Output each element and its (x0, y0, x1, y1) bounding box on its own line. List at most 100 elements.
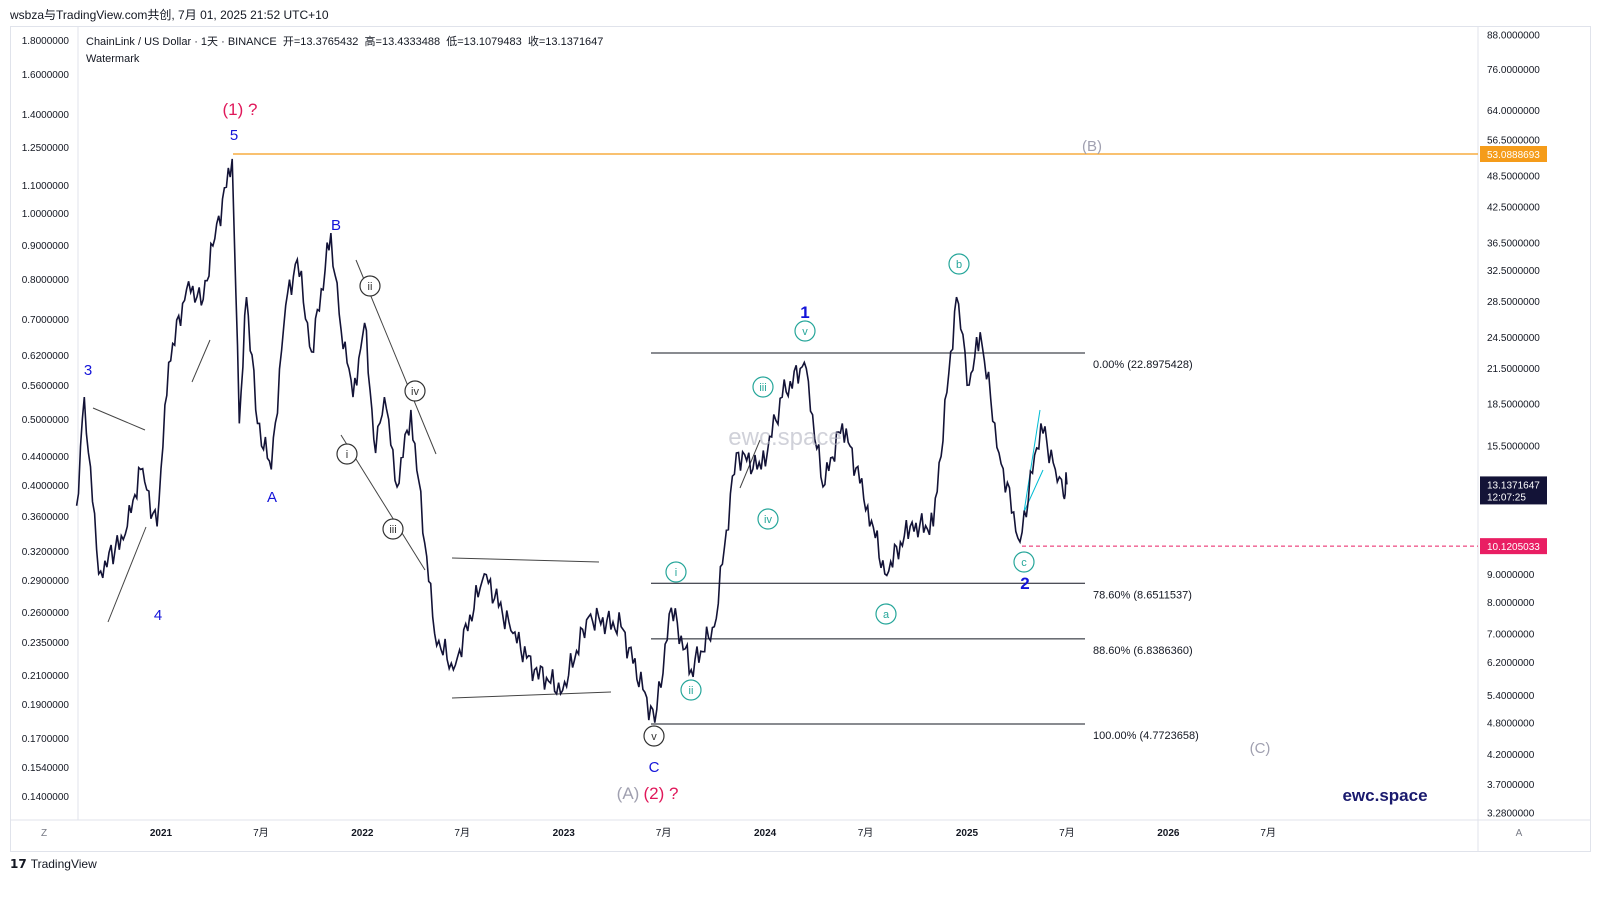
right-axis-tick-3: 56.5000000 (1487, 135, 1540, 146)
red-price-tag-text-0: 10.1205033 (1487, 542, 1540, 553)
trendline-0[interactable] (92, 407, 146, 431)
trendline-1[interactable] (107, 526, 147, 623)
wave-label-C: C (649, 759, 660, 776)
right-axis-tick-11: 18.5000000 (1487, 399, 1540, 410)
wave-black-v-circle (643, 725, 665, 747)
time-axis-tick-5: 7月 (656, 827, 672, 839)
legend-open: 开=13.3765432 (282, 36, 359, 48)
left-axis-tick-15: 0.3200000 (22, 547, 70, 558)
wave-teal-ii-circle (680, 679, 702, 701)
footer-brand-name: TradingView (30, 857, 97, 871)
left-axis-tick-23: 0.1400000 (22, 792, 70, 803)
left-axis-tick-11: 0.5000000 (22, 415, 70, 426)
chart-snapshot-caption: wsbza与TradingView.com共创, 7月 01, 2025 21:… (10, 8, 329, 22)
legend-watermark-label: Watermark (86, 53, 140, 65)
left-axis-tick-9: 0.6200000 (22, 351, 70, 362)
symbol-legend[interactable]: ChainLink / US Dollar · 1天 · BINANCE 开=1… (86, 34, 603, 68)
trendline-8[interactable] (1023, 409, 1041, 513)
left-axis-tick-19: 0.2100000 (22, 671, 70, 682)
time-axis-tick-9: 7月 (1059, 827, 1075, 839)
wave-teal-b: b (956, 259, 962, 271)
wave-label-two: 2 (1020, 574, 1029, 593)
time-axis-tick-11: 7月 (1260, 827, 1276, 839)
time-axis-tick-8: 2025 (956, 828, 979, 839)
wave-black-i-circle (336, 443, 358, 465)
wave-teal-c-circle (1013, 551, 1035, 573)
time-axis-tick-4: 2023 (553, 828, 576, 839)
wave-teal-b-circle (948, 253, 970, 275)
trendline-5[interactable] (451, 557, 600, 563)
right-axis-tick-19: 4.2000000 (1487, 750, 1535, 761)
left-axis-tick-17: 0.2600000 (22, 608, 70, 619)
time-axis-tick-0: 2021 (150, 828, 173, 839)
right-axis-tick-20: 3.7000000 (1487, 780, 1535, 791)
wave-label-2-question: (2) ? (644, 784, 679, 803)
right-axis-tick-18: 4.8000000 (1487, 719, 1535, 730)
right-axis-tick-10: 21.5000000 (1487, 364, 1540, 375)
left-axis-tick-7: 0.8000000 (22, 275, 70, 286)
tradingview-logo-icon: 𝟭𝟳 (10, 857, 27, 871)
axis-corner-left[interactable]: Z (41, 828, 47, 839)
left-axis-tick-4: 1.1000000 (22, 181, 70, 192)
time-axis-tick-1: 7月 (253, 827, 269, 839)
right-price-axis[interactable]: 88.0000000 76.0000000 64.0000000 56.5000000… (1487, 30, 1540, 819)
wave-teal-a: a (883, 609, 890, 621)
wave-label-B-paren: (B) (1082, 138, 1102, 155)
right-axis-tick-0: 88.0000000 (1487, 30, 1540, 41)
left-axis-tick-20: 0.1900000 (22, 700, 70, 711)
left-axis-tick-10: 0.5600000 (22, 381, 70, 392)
trendline-2[interactable] (191, 339, 211, 383)
fib-level-label-0: 0.00% (22.8975428) (1093, 359, 1193, 371)
left-axis-tick-2: 1.4000000 (22, 110, 70, 121)
wave-black-iv-circle (404, 380, 426, 402)
time-axis-tick-6: 2024 (754, 828, 777, 839)
wave-label-5: 5 (230, 127, 238, 144)
right-axis-tick-5: 42.5000000 (1487, 203, 1540, 214)
right-axis-tick-13: 9.0000000 (1487, 570, 1535, 581)
legend-low: 低=13.1079483 (446, 36, 522, 48)
wave-label-one: 1 (800, 303, 809, 322)
time-axis-tick-2: 2022 (351, 828, 374, 839)
chart-frame[interactable] (10, 26, 1591, 852)
time-axis-tick-10: 2026 (1157, 828, 1180, 839)
axis-corner-right[interactable]: A (1516, 828, 1523, 839)
right-axis-tick-12: 15.5000000 (1487, 441, 1540, 452)
wave-teal-i-circle (665, 561, 687, 583)
left-axis-tick-22: 0.1540000 (22, 763, 70, 774)
left-axis-tick-5: 1.0000000 (22, 209, 70, 220)
left-price-axis[interactable]: 1.8000000 1.6000000 1.4000000 1.2500000 1.10… (22, 36, 70, 803)
legend-high: 高=13.4333488 (364, 36, 441, 48)
drawing-overlays: 0.00% (22.8975428) 78.60% (8.6511537) 88.6… (92, 146, 1547, 742)
orange-price-tag-box[interactable] (1480, 146, 1547, 162)
left-axis-tick-12: 0.4400000 (22, 452, 70, 463)
left-axis-tick-14: 0.3600000 (22, 512, 70, 523)
left-axis-tick-6: 0.9000000 (22, 241, 70, 252)
left-axis-tick-3: 1.2500000 (22, 143, 70, 154)
trendline-6[interactable] (451, 691, 612, 699)
right-axis-tick-14: 8.0000000 (1487, 598, 1535, 609)
fib-level-label-1: 78.60% (8.6511537) (1093, 589, 1192, 601)
current-price-tag-text-1: 12:07:25 (1487, 492, 1526, 503)
ewc-brand-mark: ewc.space (1342, 786, 1427, 805)
wave-teal-c: c (1021, 557, 1027, 569)
time-axis-tick-3: 7月 (454, 827, 470, 839)
right-axis-tick-16: 6.2000000 (1487, 658, 1535, 669)
wave-label-1-question: (1) ? (223, 100, 258, 119)
left-axis-tick-18: 0.2350000 (22, 638, 70, 649)
left-axis-tick-13: 0.4000000 (22, 481, 70, 492)
wave-teal-a-circle (875, 603, 897, 625)
current-price-tag-box[interactable] (1480, 476, 1547, 505)
red-price-tag-box[interactable] (1480, 538, 1547, 555)
footer-branding[interactable]: 𝟭𝟳 TradingView (10, 857, 97, 871)
right-axis-tick-1: 76.0000000 (1487, 65, 1540, 76)
right-axis-tick-8: 28.5000000 (1487, 297, 1540, 308)
left-axis-tick-21: 0.1700000 (22, 734, 70, 745)
left-axis-tick-8: 0.7000000 (22, 315, 70, 326)
right-axis-tick-9: 24.5000000 (1487, 333, 1540, 344)
right-axis-tick-4: 48.5000000 (1487, 171, 1540, 182)
wave-black-iii: iii (389, 524, 396, 536)
legend-symbol: ChainLink / US Dollar · 1天 · BINANCE (86, 36, 277, 48)
time-axis[interactable]: 2021 7月 2022 7月 2023 7月 2024 7月 2025 7月 2026 7月 (150, 827, 1276, 839)
right-axis-tick-2: 64.0000000 (1487, 106, 1540, 117)
